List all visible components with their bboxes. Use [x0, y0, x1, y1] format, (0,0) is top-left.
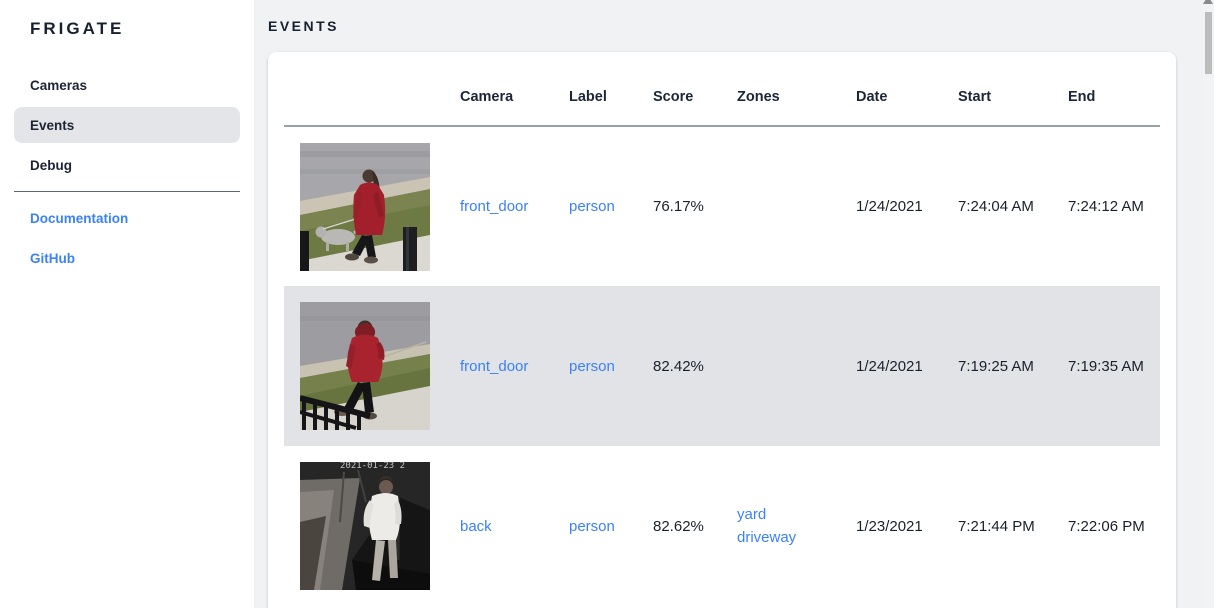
score-value: 76.17% — [653, 198, 704, 215]
column-header-camera: Camera — [460, 68, 569, 127]
label-link[interactable]: person — [569, 517, 615, 535]
event-thumbnail[interactable] — [300, 142, 430, 271]
sidebar-item-debug[interactable]: Debug — [14, 147, 240, 183]
zone-link[interactable]: yard — [737, 505, 767, 523]
scrollbar-thumb[interactable] — [1205, 12, 1212, 74]
label-link[interactable]: person — [569, 198, 615, 215]
column-header-start: Start — [958, 68, 1068, 127]
sidebar-nav: Cameras Events Debug Documentation GitHu… — [0, 67, 254, 276]
sidebar-item-label: Cameras — [30, 77, 88, 93]
table-row[interactable]: front_door person 82.42% 1/24/2021 7:19:… — [284, 286, 1160, 446]
camera-link[interactable]: front_door — [460, 198, 529, 215]
sidebar-link-documentation[interactable]: Documentation — [14, 200, 240, 236]
sidebar: FRIGATE Cameras Events Debug Documentati… — [0, 0, 254, 608]
events-card: Camera Label Score Zones Date Start End — [268, 52, 1176, 608]
event-thumbnail[interactable] — [300, 302, 430, 430]
zones-cell — [737, 286, 856, 446]
camera-link[interactable]: back — [460, 517, 492, 535]
events-table: Camera Label Score Zones Date Start End — [284, 68, 1160, 606]
app-logo: FRIGATE — [30, 19, 125, 38]
column-header-label: Label — [569, 68, 653, 127]
date-value: 1/23/2021 — [856, 517, 923, 535]
start-time: 7:24:04 AM — [958, 198, 1034, 215]
sidebar-item-label: Events — [30, 117, 75, 133]
score-value: 82.42% — [653, 357, 704, 375]
label-link[interactable]: person — [569, 357, 615, 375]
sidebar-item-events[interactable]: Events — [14, 107, 240, 143]
sidebar-item-label: Debug — [30, 157, 72, 173]
sidebar-item-cameras[interactable]: Cameras — [14, 67, 240, 103]
column-header-end: End — [1068, 68, 1160, 127]
column-header-score: Score — [653, 68, 737, 127]
scrollbar[interactable] — [1203, 0, 1214, 608]
event-thumbnail[interactable]: 2021-01-23 2 — [300, 462, 430, 590]
start-time: 7:21:44 PM — [958, 517, 1035, 535]
scroll-up-icon[interactable] — [1203, 0, 1213, 4]
sidebar-link-label: Documentation — [30, 210, 129, 226]
sidebar-divider — [14, 191, 240, 192]
start-time: 7:19:25 AM — [958, 357, 1034, 375]
end-time: 7:22:06 PM — [1068, 517, 1145, 535]
main-content: EVENTS Camera Label Score Zones Date Sta… — [254, 0, 1214, 608]
svg-text:2021-01-23 2: 2021-01-23 2 — [340, 462, 405, 471]
score-value: 82.62% — [653, 517, 704, 535]
zone-link[interactable]: driveway — [737, 529, 797, 546]
zones-cell: yard driveway — [737, 446, 856, 606]
end-time: 7:24:12 AM — [1068, 198, 1144, 215]
zones-cell — [737, 126, 856, 286]
table-row[interactable]: 2021-01-23 2 back person 82.62% yard dri… — [284, 446, 1160, 606]
page-title: EVENTS — [268, 18, 340, 34]
table-header-row: Camera Label Score Zones Date Start End — [284, 68, 1160, 127]
column-header-thumbnail — [284, 68, 460, 127]
end-time: 7:19:35 AM — [1068, 357, 1144, 375]
column-header-date: Date — [856, 68, 958, 127]
table-row[interactable]: front_door person 76.17% 1/24/2021 7:24:… — [284, 126, 1160, 286]
date-value: 1/24/2021 — [856, 357, 923, 375]
sidebar-link-github[interactable]: GitHub — [14, 240, 240, 276]
sidebar-link-label: GitHub — [30, 250, 75, 266]
camera-link[interactable]: front_door — [460, 357, 529, 375]
date-value: 1/24/2021 — [856, 198, 923, 215]
column-header-zones: Zones — [737, 68, 856, 127]
